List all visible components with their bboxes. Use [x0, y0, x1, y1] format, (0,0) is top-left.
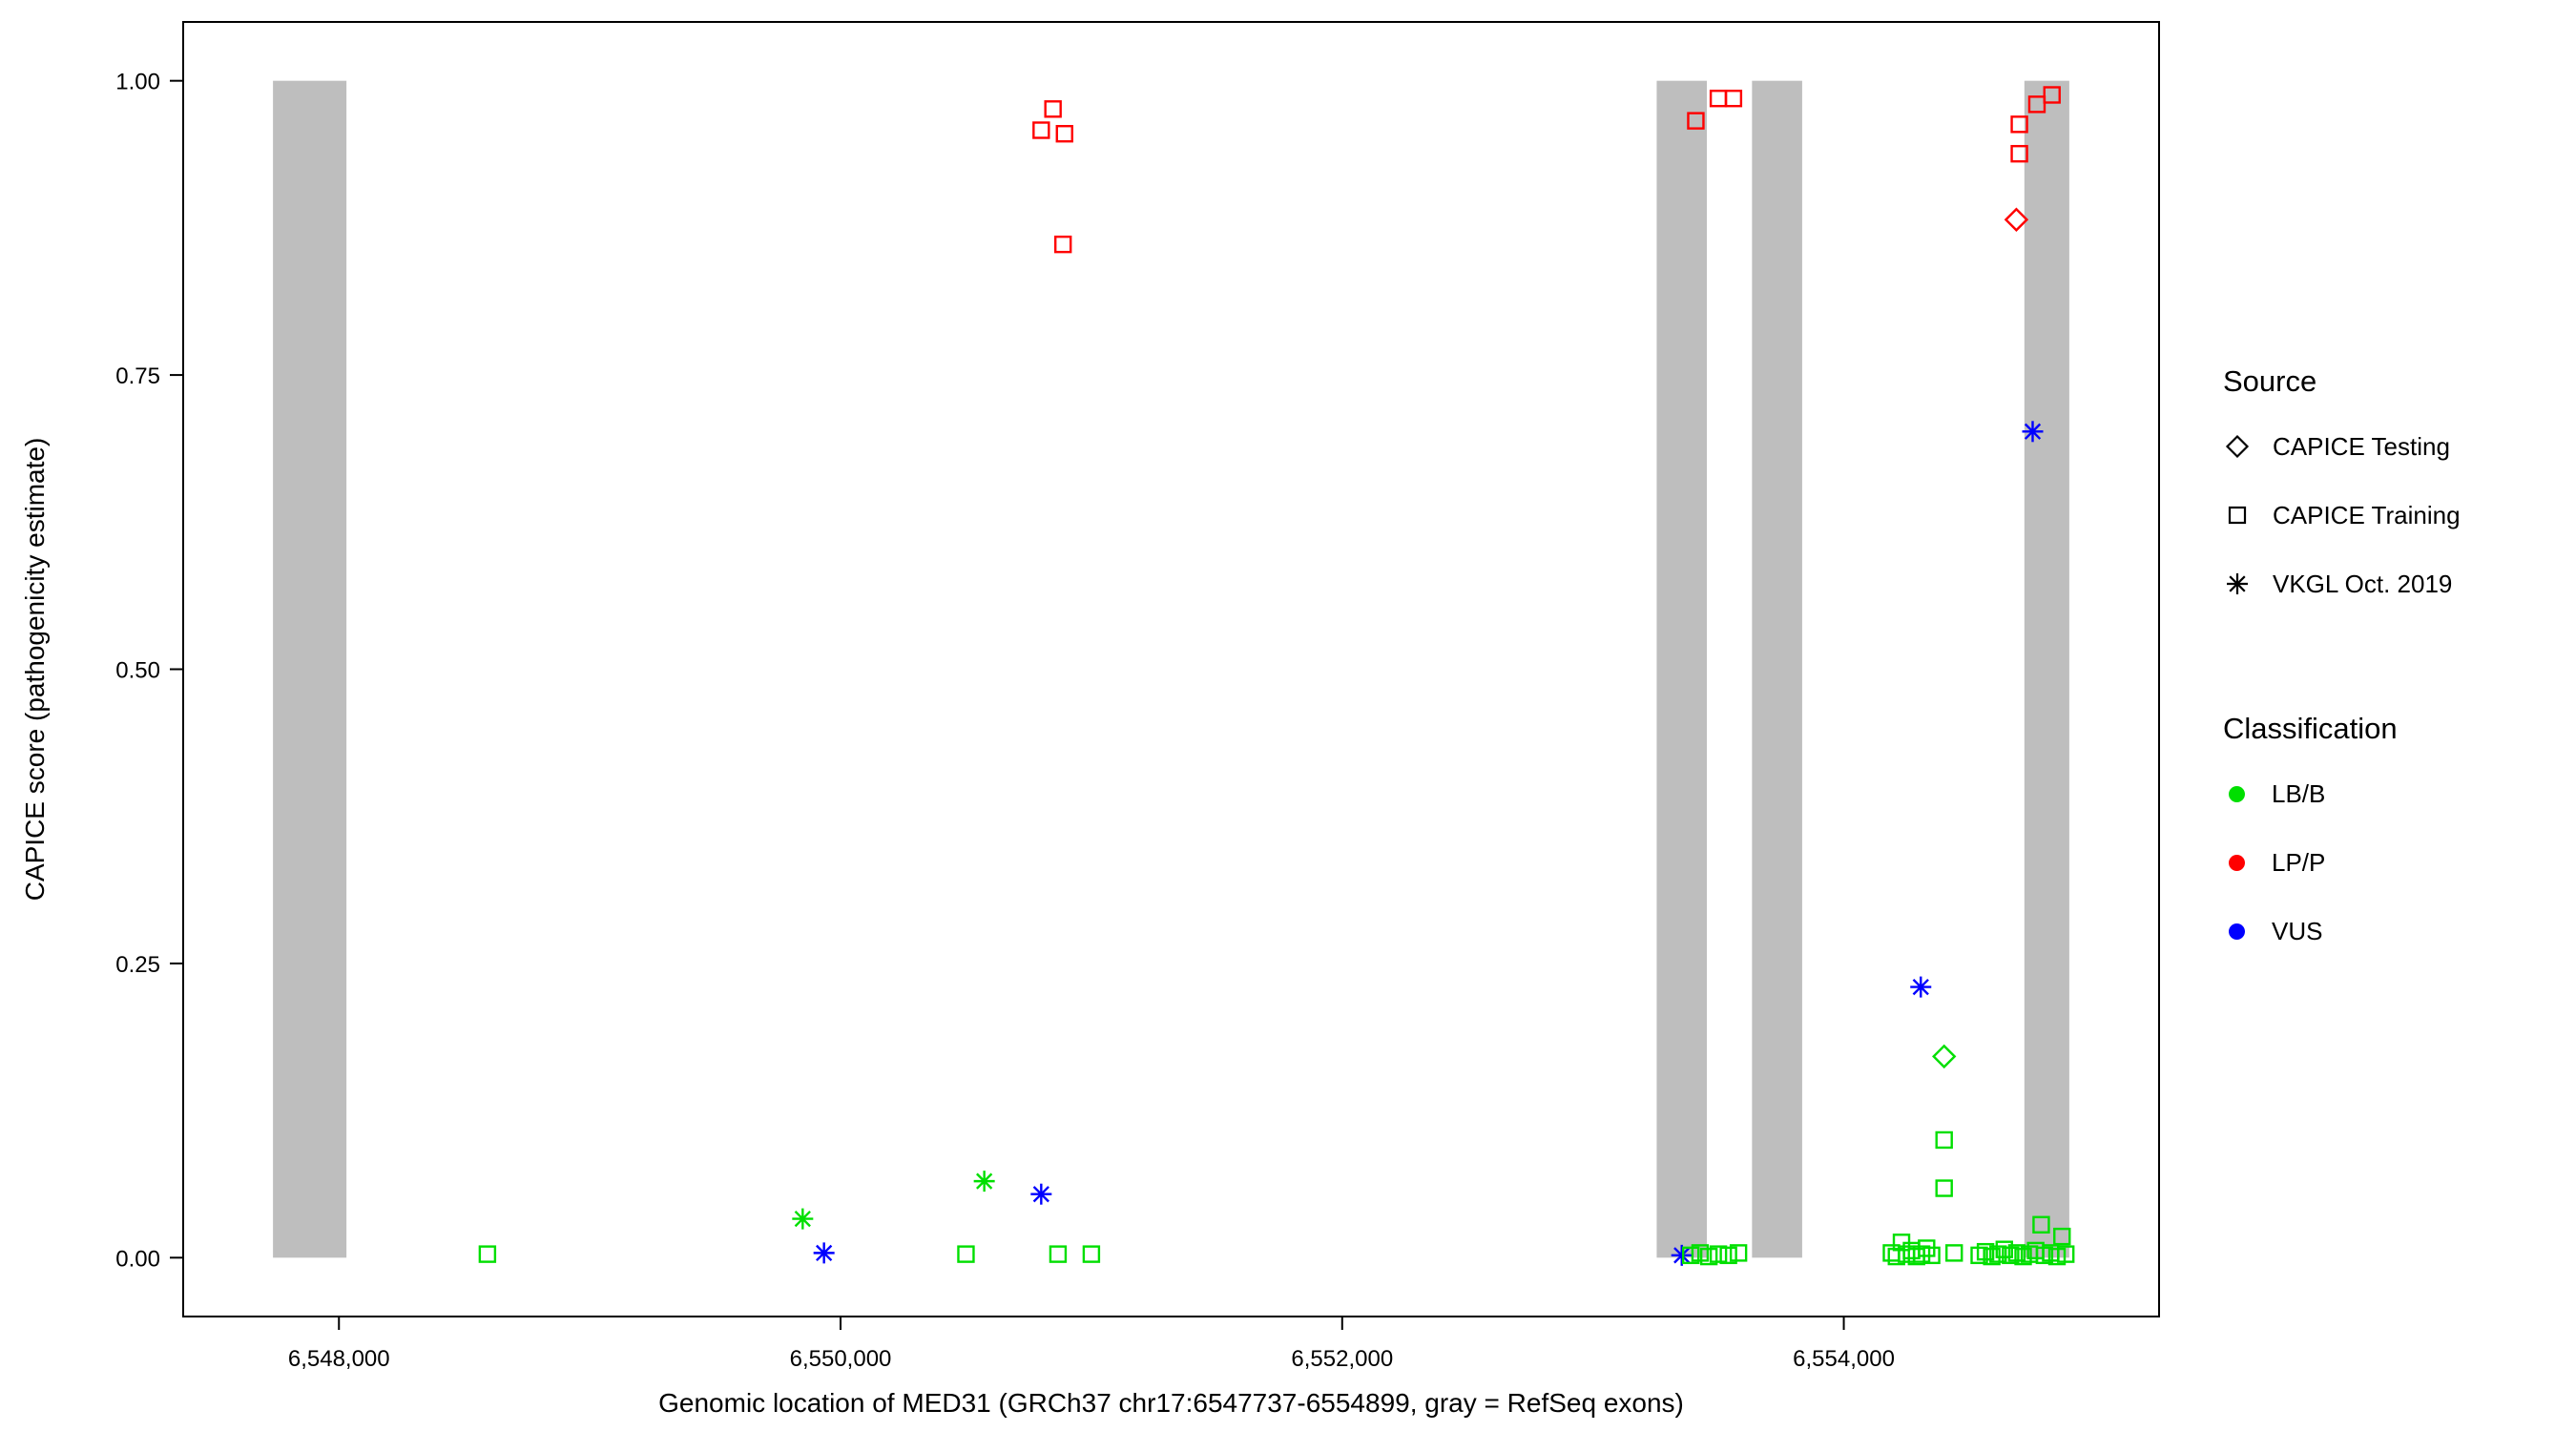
lpp-dot-icon [2229, 854, 2245, 871]
legend-group-classification: Classification LB/B LP/P VUS [2223, 712, 2461, 965]
point-square [1995, 1240, 2014, 1258]
point-asterisk-ray [1032, 1186, 1049, 1203]
legend-item-lbb: LB/B [2223, 759, 2461, 828]
point-square [2053, 1227, 2071, 1246]
point-square [1044, 100, 1062, 118]
legend-source-title: Source [2223, 364, 2317, 398]
x-tick-label: 6,554,000 [1793, 1346, 1895, 1372]
panel-border [182, 21, 2160, 1317]
point-square [1724, 89, 1743, 108]
point-square [1935, 1179, 1953, 1197]
point-asterisk-ray [1673, 1247, 1691, 1264]
point-square [2043, 86, 2061, 104]
legend-group-source: Source CAPICE Testing CAPICE Training [2223, 364, 2461, 618]
point-square [1691, 1244, 1710, 1262]
y-tick-label: 0.25 [115, 952, 160, 978]
point-square [1699, 1247, 1718, 1266]
point-square [2032, 1215, 2050, 1234]
x-axis-title: Genomic location of MED31 (GRCh37 chr17:… [658, 1388, 1684, 1418]
y-tick-label: 0.00 [115, 1246, 160, 1272]
x-tick-label: 6,548,000 [288, 1346, 390, 1372]
point-square [1681, 1246, 1700, 1265]
point-square [2007, 1244, 2026, 1262]
point-square [2014, 1247, 2032, 1266]
asterisk-icon [2223, 570, 2252, 598]
legend: Source CAPICE Testing CAPICE Training [2223, 364, 2461, 965]
point-asterisk-ray [816, 1244, 833, 1262]
legend-item-vkgl: VKGL Oct. 2019 [2223, 550, 2461, 618]
point-asterisk-ray [794, 1210, 811, 1228]
point-square [1082, 1245, 1101, 1263]
point-diamond [2004, 207, 2029, 232]
point-square [2035, 1246, 2054, 1265]
point-square [2047, 1247, 2067, 1266]
point-square [1882, 1244, 1901, 1262]
point-square [1709, 1245, 1728, 1263]
point-square [1935, 1130, 1953, 1150]
x-tick-label: 6,550,000 [790, 1346, 892, 1372]
diamond-open-icon [2223, 432, 2252, 461]
point-square [1989, 1245, 2007, 1263]
legend-item-label: VKGL Oct. 2019 [2273, 569, 2453, 598]
legend-item-vus: VUS [2223, 897, 2461, 965]
point-square [2027, 95, 2046, 114]
point-square [1945, 1244, 1963, 1262]
point-square [1049, 1245, 1068, 1263]
point-square [1976, 1242, 1995, 1261]
exon-rect [273, 80, 347, 1258]
point-diamond [1932, 1044, 1957, 1069]
lbb-dot-icon [2229, 785, 2245, 802]
y-tick-label: 1.00 [115, 70, 160, 95]
y-axis-title: CAPICE score (pathogenicity estimate) [20, 438, 50, 902]
point-square [957, 1245, 975, 1263]
x-tick-label: 6,552,000 [1291, 1346, 1393, 1372]
point-square [1032, 121, 1050, 139]
legend-item-capice-training: CAPICE Training [2223, 481, 2461, 550]
legend-item-label: CAPICE Testing [2273, 431, 2450, 461]
point-square [1055, 124, 1073, 143]
y-tick-label: 0.50 [115, 658, 160, 684]
point-square [1729, 1244, 1748, 1262]
point-square [1719, 1246, 1737, 1265]
legend-item-lpp: LP/P [2223, 828, 2461, 897]
point-square [1970, 1246, 1988, 1265]
point-square [2002, 1246, 2020, 1265]
point-square [1687, 112, 1705, 130]
vus-dot-icon [2229, 923, 2245, 940]
square-open-icon [2223, 501, 2252, 529]
exon-rect [1752, 80, 1802, 1258]
point-square [2010, 144, 2028, 163]
point-square [1912, 1245, 1931, 1263]
point-square [1922, 1246, 1941, 1265]
exon-rect [2024, 80, 2069, 1258]
legend-classification-title: Classification [2223, 712, 2398, 745]
legend-item-label: VUS [2272, 916, 2323, 945]
point-square [2010, 115, 2028, 134]
y-tick-label: 0.75 [115, 363, 160, 389]
legend-item-label: CAPICE Training [2273, 500, 2461, 529]
point-square [478, 1245, 497, 1263]
point-square [2057, 1245, 2075, 1263]
exon-rect [1656, 80, 1708, 1258]
point-asterisk-ray [2024, 423, 2042, 440]
point-square [1053, 235, 1072, 254]
point-square [1709, 89, 1728, 108]
legend-item-capice-testing: CAPICE Testing [2223, 412, 2461, 481]
point-asterisk-ray [976, 1172, 993, 1190]
legend-item-label: LB/B [2272, 778, 2326, 808]
legend-item-label: LP/P [2272, 847, 2326, 877]
point-asterisk-ray [1912, 978, 1929, 996]
